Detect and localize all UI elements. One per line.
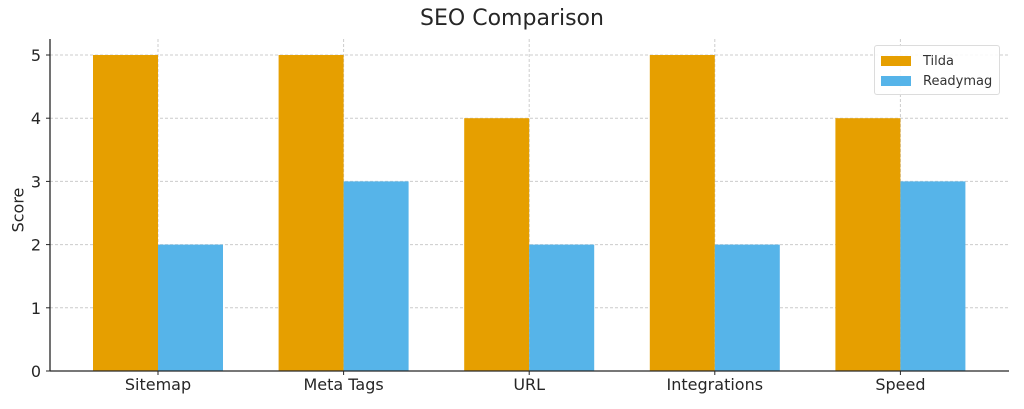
y-tick-label: 5	[31, 46, 41, 65]
y-tick-label: 1	[31, 299, 41, 318]
chart-title: SEO Comparison	[420, 6, 604, 31]
bar-readymag-url	[529, 244, 595, 371]
bar-tilda-sitemap	[93, 55, 158, 371]
x-tick-label: URL	[513, 375, 545, 394]
x-tick-label: Integrations	[667, 375, 764, 394]
x-tick-label: Speed	[875, 375, 925, 394]
bar-readymag-speed	[900, 181, 966, 371]
bar-tilda-speed	[835, 118, 901, 371]
y-tick-label: 2	[31, 236, 41, 255]
legend-item-tilda: Tilda	[881, 53, 954, 69]
bar-tilda-integrations	[649, 55, 715, 371]
legend-label-readymag: Readymag	[923, 73, 993, 89]
bar-tilda-url	[464, 118, 530, 371]
bar-readymag-integrations	[714, 244, 780, 371]
y-tick-label: 0	[31, 362, 41, 381]
legend: Tilda Readymag	[874, 45, 1000, 95]
y-tick-label: 3	[31, 172, 41, 191]
y-tick-label: 4	[31, 109, 41, 128]
legend-swatch-readymag	[881, 76, 911, 86]
legend-item-readymag: Readymag	[881, 73, 992, 89]
bar-readymag-meta-tags	[343, 181, 409, 371]
x-tick-label: Sitemap	[125, 375, 191, 394]
legend-label-tilda: Tilda	[923, 53, 954, 69]
bar-tilda-meta-tags	[278, 55, 344, 371]
legend-swatch-tilda	[881, 56, 911, 66]
bar-readymag-sitemap	[158, 244, 223, 371]
x-tick-label: Meta Tags	[303, 375, 383, 394]
